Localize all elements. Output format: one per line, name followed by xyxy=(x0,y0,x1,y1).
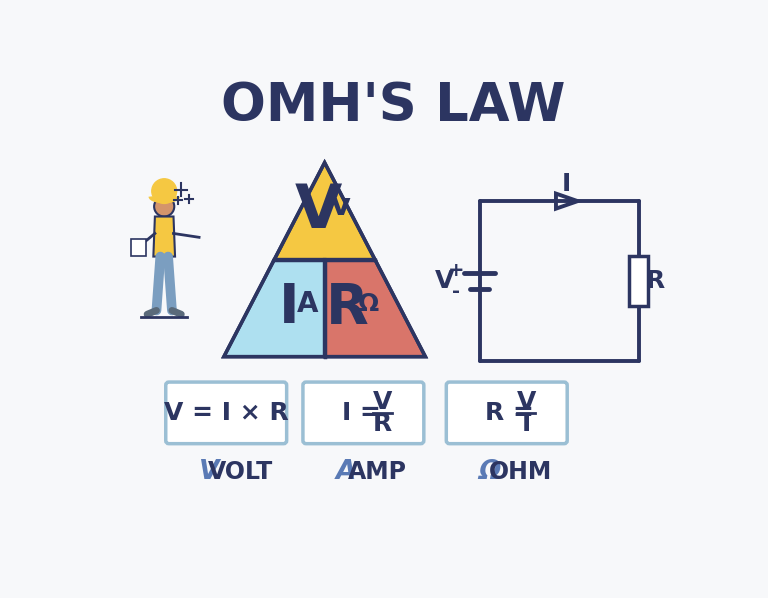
FancyBboxPatch shape xyxy=(446,382,568,444)
FancyBboxPatch shape xyxy=(303,382,424,444)
Text: Ω: Ω xyxy=(357,292,378,316)
Text: I: I xyxy=(279,281,300,335)
Text: I: I xyxy=(562,172,571,196)
Text: R: R xyxy=(326,281,369,335)
Text: I: I xyxy=(521,411,531,436)
Text: v: v xyxy=(330,192,350,221)
Text: +: + xyxy=(448,261,465,279)
Text: R: R xyxy=(646,269,665,293)
Text: Ω: Ω xyxy=(478,459,501,485)
Text: V: V xyxy=(435,269,455,293)
Circle shape xyxy=(154,197,174,216)
Text: R =: R = xyxy=(485,401,534,425)
Text: VOLT: VOLT xyxy=(207,460,273,484)
Polygon shape xyxy=(154,216,175,257)
Text: R: R xyxy=(373,411,392,436)
Polygon shape xyxy=(224,260,325,356)
Text: V: V xyxy=(516,390,536,414)
Polygon shape xyxy=(325,260,425,356)
Text: V: V xyxy=(373,390,392,414)
Text: I =: I = xyxy=(342,401,381,425)
Text: V: V xyxy=(295,182,342,240)
Text: V: V xyxy=(199,459,220,485)
Text: -: - xyxy=(452,282,460,301)
FancyBboxPatch shape xyxy=(131,239,147,256)
FancyBboxPatch shape xyxy=(166,382,286,444)
Text: A: A xyxy=(336,459,356,485)
Text: V = I × R: V = I × R xyxy=(164,401,289,425)
Text: OMH'S LAW: OMH'S LAW xyxy=(221,80,566,132)
Circle shape xyxy=(152,179,177,203)
Text: A: A xyxy=(297,290,319,318)
Polygon shape xyxy=(274,163,375,260)
Text: OHM: OHM xyxy=(489,460,552,484)
FancyBboxPatch shape xyxy=(629,256,647,306)
Text: AMP: AMP xyxy=(348,460,407,484)
